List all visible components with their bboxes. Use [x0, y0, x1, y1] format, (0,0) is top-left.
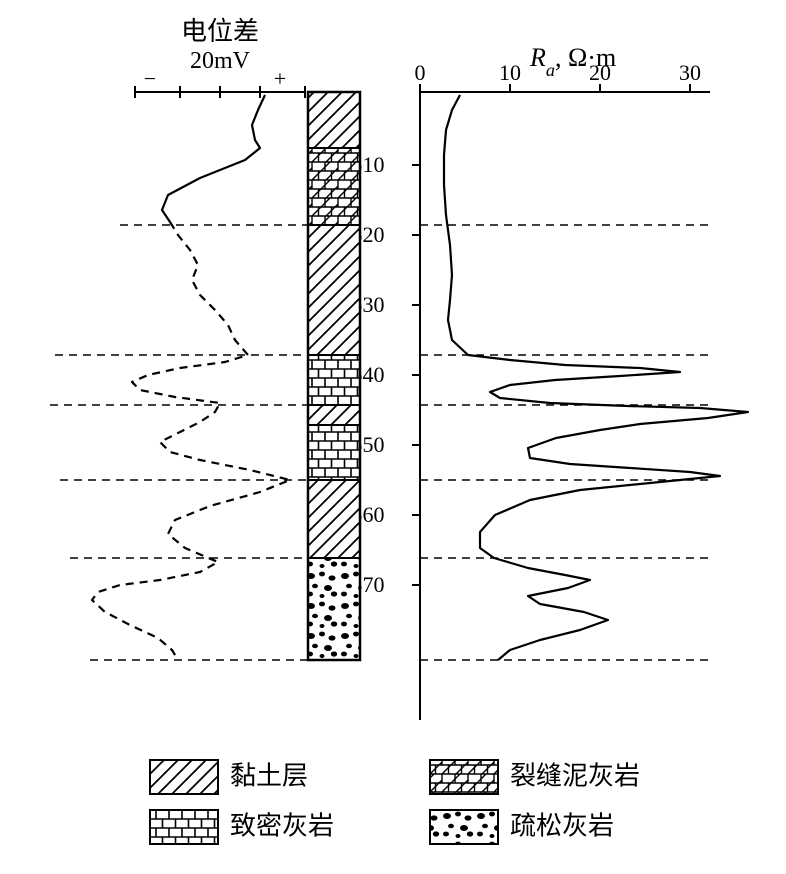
litho-layer-dense_lime	[308, 425, 360, 480]
svg-canvas: 电位差20mVRa, Ω·m−+010203051052053054055056…	[0, 0, 786, 874]
sp-header-title: 电位差	[181, 17, 259, 46]
litho-layer-clay	[308, 480, 360, 558]
legend-label: 裂缝泥灰岩	[510, 761, 640, 790]
ra-axis-tick-label: 30	[679, 60, 701, 85]
ra-axis-tick-label: 0	[415, 60, 426, 85]
sp-header-subtitle: 20mV	[190, 48, 251, 74]
sp-axis-plus: +	[274, 66, 286, 91]
litho-layer-clay	[308, 225, 360, 355]
litho-layer-loose_lime	[308, 558, 360, 660]
legend-label: 致密灰岩	[230, 811, 334, 840]
sp-axis-minus: −	[144, 66, 156, 91]
legend-swatch-clay	[150, 760, 218, 794]
well-log-diagram: 电位差20mVRa, Ω·m−+010203051052053054055056…	[0, 0, 786, 874]
legend-swatch-loose_lime	[430, 810, 498, 844]
litho-layer-fractured_marl	[308, 148, 360, 225]
legend-label: 黏土层	[230, 761, 308, 790]
ra-axis-tick-label: 10	[499, 60, 521, 85]
legend-swatch-dense_lime	[150, 810, 218, 844]
litho-layer-dense_lime	[308, 355, 360, 405]
legend-label: 疏松灰岩	[510, 811, 614, 840]
ra-axis-tick-label: 20	[589, 60, 611, 85]
legend-swatch-fractured_marl	[430, 760, 498, 794]
litho-layer-clay	[308, 405, 360, 425]
litho-layer-clay	[308, 92, 360, 148]
